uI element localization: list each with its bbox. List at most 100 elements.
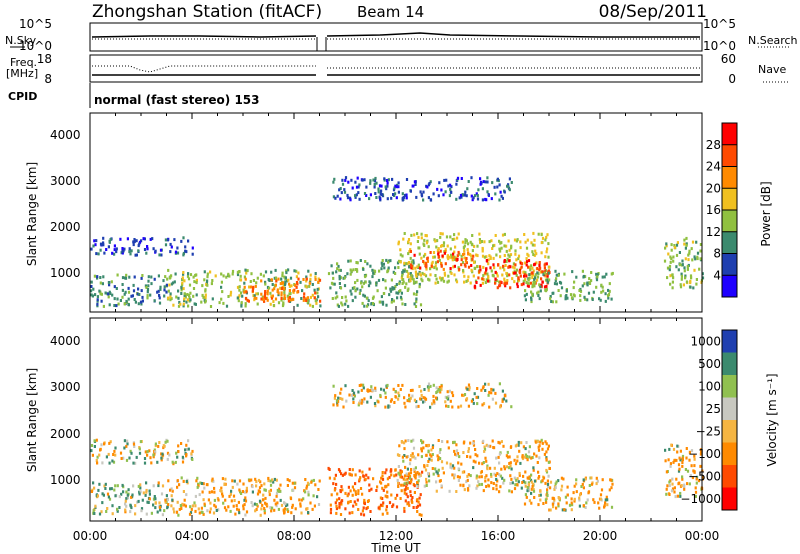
velocity-cell — [406, 486, 409, 490]
velocity-cell — [610, 486, 613, 490]
velocity-cell — [199, 481, 202, 485]
power-cell — [509, 265, 512, 269]
power-cell — [699, 257, 702, 261]
power-cell — [392, 188, 396, 192]
power-cell — [307, 269, 310, 273]
velocity-cell — [451, 405, 454, 409]
velocity-cell — [480, 470, 483, 474]
power-cell — [420, 236, 423, 240]
power-cell — [302, 295, 306, 299]
power-cell — [446, 254, 449, 258]
velocity-cell — [447, 405, 450, 408]
power-cell — [283, 294, 286, 298]
velocity-cell — [694, 494, 697, 498]
velocity-cell — [694, 486, 697, 490]
power-cell — [695, 278, 698, 281]
power-cell — [140, 289, 143, 293]
power-cell — [465, 279, 468, 283]
velocity-cell — [508, 455, 511, 459]
power-cell — [262, 274, 265, 278]
power-cell — [263, 299, 266, 303]
power-cell — [95, 239, 98, 243]
power-cell — [681, 263, 684, 267]
freq-tick-bottom: 8 — [44, 72, 52, 86]
power-cell — [608, 282, 611, 286]
power-cell — [343, 276, 346, 280]
velocity-cell — [212, 479, 215, 483]
velocity-cell — [435, 480, 438, 484]
power-cell — [555, 282, 558, 286]
velocity-cell — [294, 507, 297, 511]
velocity-cell — [313, 504, 316, 508]
velocity-cell — [104, 482, 107, 486]
power-cell — [508, 177, 511, 181]
power-cell — [547, 255, 550, 259]
velocity-cell — [261, 503, 264, 507]
velocity-cell — [546, 488, 549, 492]
velocity-cell — [177, 444, 180, 448]
power-cell — [495, 253, 498, 257]
power-cell — [455, 182, 458, 186]
velocity-cell — [406, 502, 409, 506]
velocity-cell — [460, 462, 463, 466]
power-cell — [157, 289, 160, 293]
velocity-cell — [381, 471, 384, 474]
velocity-cell — [275, 492, 279, 495]
velocity-cell — [501, 399, 504, 403]
velocity-cell — [263, 488, 266, 492]
power-cell — [505, 260, 508, 263]
power-cell — [163, 288, 166, 292]
velocity-cell — [166, 457, 169, 461]
power-cell — [147, 284, 150, 288]
power-colorbar-segment — [722, 188, 737, 211]
power-cell — [369, 281, 372, 285]
power-cell — [260, 297, 263, 301]
velocity-cell — [269, 488, 272, 492]
power-cell — [125, 299, 128, 303]
power-cell — [238, 294, 241, 298]
velocity-cell — [349, 489, 352, 493]
power-cell — [133, 298, 136, 301]
velocity-cell — [549, 486, 552, 490]
power-cell — [317, 295, 320, 299]
power-cell — [283, 283, 287, 287]
velocity-cell — [388, 475, 391, 479]
velocity-cell — [260, 484, 263, 488]
power-cell — [476, 194, 479, 198]
velocity-cell — [410, 479, 413, 483]
velocity-cell — [411, 388, 414, 392]
velocity-cell — [377, 400, 380, 404]
velocity-cell — [263, 507, 266, 510]
velocity-cell — [339, 397, 342, 400]
velocity-colorbar-frame — [721, 329, 738, 511]
power-cell — [314, 299, 317, 303]
velocity-cell — [342, 405, 345, 409]
velocity-cell — [701, 475, 704, 479]
velocity-cell — [449, 399, 452, 403]
velocity-cell — [524, 447, 527, 451]
power-cell — [481, 198, 484, 202]
power-cell — [469, 281, 472, 285]
power-cell — [342, 276, 345, 280]
power-cell — [454, 245, 457, 249]
power-cell — [489, 257, 492, 260]
power-cell — [686, 265, 689, 268]
power-colorbar-tick-label: 4 — [713, 268, 721, 282]
power-cell — [532, 269, 535, 273]
velocity-cell — [146, 500, 149, 504]
velocity-cell — [275, 478, 278, 482]
velocity-cell — [546, 494, 549, 497]
power-cell — [525, 292, 528, 296]
power-cell — [266, 289, 269, 293]
velocity-cell — [348, 511, 351, 515]
velocity-cell — [106, 492, 110, 496]
velocity-cell — [178, 507, 181, 511]
velocity-cell — [684, 468, 687, 471]
power-cell — [458, 252, 461, 256]
velocity-cell — [492, 446, 495, 449]
velocity-cell — [125, 458, 129, 462]
power-cell — [280, 277, 283, 281]
power-cell — [530, 300, 533, 304]
velocity-cell — [134, 504, 137, 508]
beam-label: Beam 14 — [357, 3, 424, 21]
